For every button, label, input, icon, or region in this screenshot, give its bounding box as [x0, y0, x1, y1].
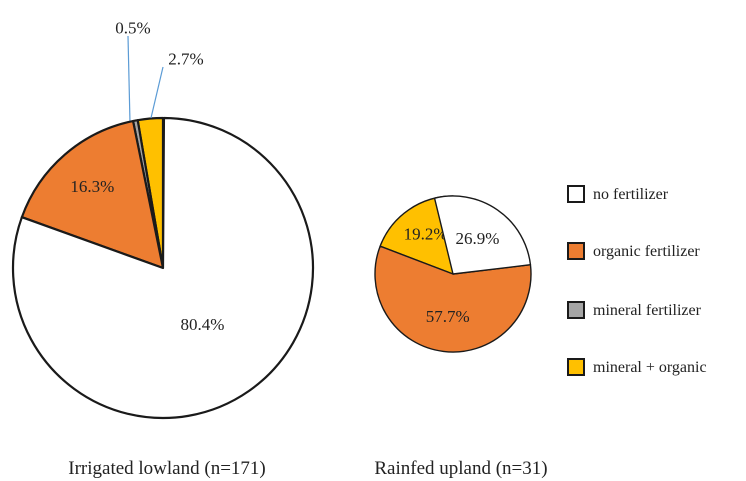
pie-slice-no-fertilizer	[11, 116, 315, 420]
irrigated-lowland-caption: Irrigated lowland (n=171)	[68, 458, 266, 479]
legend: no fertilizer organic fertilizer mineral…	[567, 185, 707, 376]
legend-label-mineral-fertilizer: mineral fertilizer	[593, 302, 702, 319]
pie-slice-organic-fertilizer	[20, 119, 165, 270]
slice-label-organic-fertilizer: 57.7%	[426, 307, 470, 326]
legend-item-mineral-plus-organic: mineral + organic	[567, 358, 707, 376]
rainfed-upland-pie: 19.2% 57.7% 26.9%	[374, 195, 532, 353]
legend-swatch-organic-fertilizer	[567, 242, 585, 260]
legend-swatch-no-fertilizer	[567, 185, 585, 203]
irrigated-lowland-pie: 2.7% 0.5% 16.3% 80.4%	[11, 19, 315, 420]
legend-label-no-fertilizer: no fertilizer	[593, 186, 669, 203]
slice-label-no-fertilizer: 80.4%	[181, 315, 225, 334]
legend-item-organic-fertilizer: organic fertilizer	[567, 242, 700, 260]
slice-label-mineral-fertilizer: 0.5%	[115, 19, 150, 38]
slice-label-mineral-plus-organic: 2.7%	[168, 50, 203, 69]
rainfed-upland-caption: Rainfed upland (n=31)	[374, 458, 547, 479]
slice-label-organic-fertilizer: 16.3%	[70, 177, 114, 196]
legend-item-mineral-fertilizer: mineral fertilizer	[567, 301, 702, 319]
slice-label-mineral-plus-organic: 19.2%	[404, 225, 448, 244]
legend-swatch-mineral-plus-organic	[567, 358, 585, 376]
pie-slice-no-fertilizer	[433, 195, 532, 275]
legend-label-mineral-plus-organic: mineral + organic	[593, 359, 707, 376]
leader-line-mineral-plus-organic	[150, 66, 164, 119]
pie-slice-organic-fertilizer	[374, 245, 532, 353]
legend-swatch-mineral-fertilizer	[567, 301, 585, 319]
slice-label-no-fertilizer: 26.9%	[455, 229, 499, 248]
legend-label-organic-fertilizer: organic fertilizer	[593, 243, 700, 260]
legend-item-no-fertilizer: no fertilizer	[567, 185, 669, 203]
leader-line-mineral-fertilizer	[127, 35, 131, 124]
